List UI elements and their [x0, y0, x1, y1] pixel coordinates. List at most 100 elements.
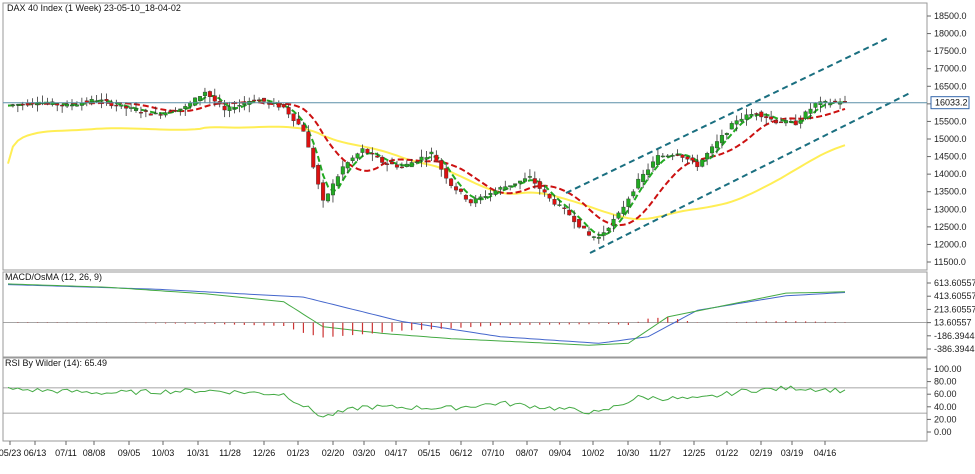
axis-labels: 18500.018000.017500.017000.016500.016000… — [0, 11, 975, 458]
candle-body — [360, 148, 365, 153]
candle-body — [798, 119, 803, 124]
candle-body — [828, 102, 833, 106]
candle-body — [734, 120, 739, 125]
candle-body — [838, 103, 843, 105]
macd-tick-label: 213.60557 — [934, 304, 975, 314]
x-tick-label: 10/02 — [582, 448, 605, 458]
candle-body — [685, 156, 690, 160]
candle-body — [611, 218, 616, 227]
candle-body — [818, 101, 823, 106]
candle-body — [301, 124, 306, 132]
candle-body — [350, 157, 355, 161]
candle-body — [769, 116, 774, 120]
candle-body — [532, 178, 537, 184]
candle-body — [286, 107, 291, 115]
candle-body — [754, 113, 759, 115]
x-tick-label: 09/04 — [549, 448, 572, 458]
candle-body — [89, 99, 94, 103]
candle-body — [404, 163, 409, 167]
price-tick-label: 17500.0 — [934, 46, 967, 56]
candle-body — [330, 183, 335, 196]
candle-body — [468, 199, 473, 204]
candle-body — [537, 181, 542, 189]
candle-body — [138, 111, 143, 114]
price-tick-label: 14000.0 — [934, 169, 967, 179]
x-tick-label: 06/13 — [24, 448, 47, 458]
price-panel — [2, 2, 928, 271]
candle-body — [399, 166, 404, 169]
candle-body — [522, 178, 527, 182]
candle-body — [15, 104, 20, 106]
x-tick-label: 07/11 — [55, 448, 77, 458]
candle-body — [212, 95, 217, 102]
candle-body — [429, 151, 434, 155]
candle-body — [463, 195, 468, 200]
candle-body — [596, 236, 601, 239]
rsi-tick-label: 0.00 — [934, 427, 952, 437]
candle-body — [104, 99, 109, 102]
candle-body — [20, 103, 25, 106]
price-tick-label: 18000.0 — [934, 29, 967, 39]
candle-body — [414, 161, 419, 163]
candle-body — [70, 104, 75, 107]
candle-body — [252, 99, 257, 102]
x-tick-label: 03/20 — [353, 448, 376, 458]
candle-body — [572, 215, 577, 223]
candle-body — [25, 102, 30, 106]
candle-body — [129, 107, 134, 109]
candle-body — [675, 154, 680, 156]
chart-title: DAX 40 Index (1 Week) 23-05-10_18-04-02 — [7, 3, 181, 13]
candle-body — [385, 163, 390, 165]
signal-line — [7, 283, 846, 346]
rsi-title: RSI By Wilder (14): 65.49 — [5, 358, 107, 368]
candle-body — [547, 193, 552, 199]
rsi-line — [7, 385, 846, 418]
candle-body — [340, 166, 345, 175]
candle-body — [700, 159, 705, 167]
x-tick-label: 10/30 — [617, 448, 640, 458]
candle-body — [183, 106, 188, 109]
x-tick-label: 05/23 — [0, 448, 21, 458]
candle-body — [227, 106, 232, 111]
candle-body — [79, 102, 84, 106]
candle-body — [188, 102, 193, 107]
candle-body — [582, 225, 587, 229]
candle-body — [326, 193, 331, 202]
candle-body — [390, 161, 395, 165]
candle-body — [788, 120, 793, 123]
candle-body — [84, 100, 89, 103]
x-tick-label: 07/10 — [482, 448, 505, 458]
candle-body — [222, 105, 227, 111]
candle-body — [833, 100, 838, 103]
candle-body — [744, 114, 749, 120]
candle-body — [291, 113, 296, 121]
candle-body — [65, 103, 70, 107]
x-tick-label: 08/07 — [516, 448, 539, 458]
candle-body — [168, 110, 173, 113]
candle-body — [99, 99, 104, 102]
candle-body — [202, 91, 207, 96]
candle-body — [316, 165, 321, 185]
candle-body — [281, 104, 286, 108]
candle-body — [843, 101, 848, 103]
x-tick-label: 06/12 — [450, 448, 473, 458]
candle-body — [193, 97, 198, 106]
x-tick-label: 10/31 — [187, 448, 210, 458]
candle-body — [335, 176, 340, 186]
x-tick-label: 02/20 — [322, 448, 345, 458]
candle-body — [232, 108, 237, 110]
candle-body — [296, 118, 301, 125]
candle-body — [409, 162, 414, 168]
x-tick-label: 01/22 — [716, 448, 739, 458]
candle-body — [774, 119, 779, 124]
candle-body — [813, 102, 818, 108]
candle-body — [198, 96, 203, 101]
candle-body — [178, 108, 183, 111]
candle-body — [473, 198, 478, 204]
rsi-tick-label: 60.00 — [934, 389, 957, 399]
candle-body — [124, 106, 129, 109]
rsi-tick-label: 40.00 — [934, 402, 957, 412]
candle-body — [163, 112, 168, 116]
x-tick-label: 03/19 — [781, 448, 804, 458]
